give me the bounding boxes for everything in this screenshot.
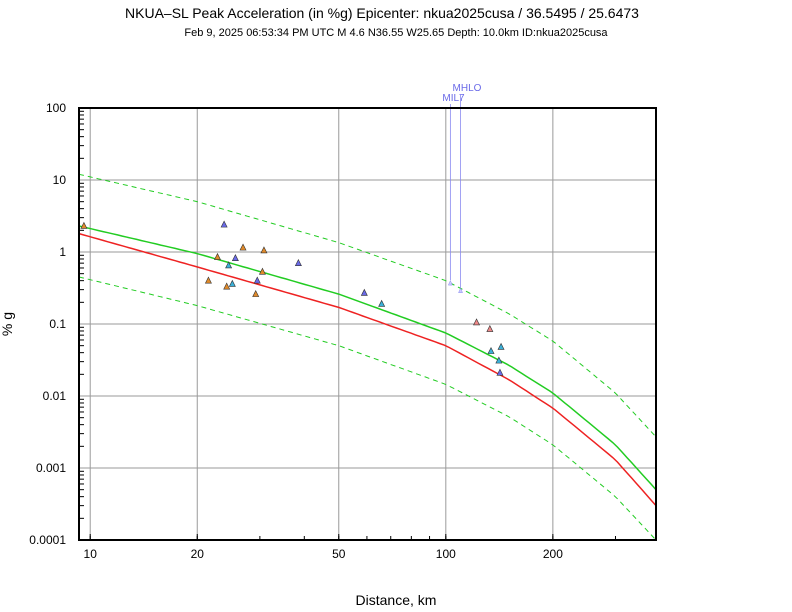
station-point [225, 261, 233, 269]
station-point [220, 220, 228, 228]
x-tick-label: 200 [543, 547, 563, 561]
curve-median-green [78, 225, 657, 491]
station-point [486, 324, 494, 332]
station-point [252, 289, 260, 297]
y-tick-label: 100 [46, 101, 66, 115]
station-point [260, 246, 268, 254]
station-point-labeled [447, 279, 453, 286]
station-point [473, 318, 481, 326]
station-label: MHLO [453, 83, 482, 94]
y-tick-label: 0.0001 [29, 533, 66, 547]
station-point [495, 356, 503, 364]
station-point [294, 258, 302, 266]
curves [78, 173, 657, 541]
station-point [253, 276, 261, 284]
y-axis-label: % g [0, 312, 15, 336]
x-tick-label: 100 [436, 547, 456, 561]
station-point [231, 254, 239, 262]
x-axis-label: Distance, km [356, 592, 437, 608]
y-tick-label: 0.001 [36, 461, 66, 475]
plot-frame [78, 107, 657, 541]
station-point [496, 368, 504, 376]
station-point [80, 221, 88, 229]
y-tick-label: 10 [53, 173, 67, 187]
station-point [497, 342, 505, 350]
station-point [228, 279, 236, 287]
x-tick-label: 10 [84, 547, 98, 561]
station-point-labeled [458, 287, 463, 293]
curve-upper [78, 173, 657, 438]
chart-subtitle: Feb 9, 2025 06:53:34 PM UTC M 4.6 N36.55… [184, 27, 608, 39]
y-tick-label: 0.01 [43, 389, 67, 403]
y-tick-label: 1 [59, 245, 66, 259]
curve-median [78, 232, 657, 507]
curve-lower [78, 276, 657, 541]
station-point [378, 299, 386, 307]
station-point [258, 267, 266, 275]
station-point [487, 346, 495, 354]
x-tick-label: 20 [191, 547, 205, 561]
station-label: MIL7 [442, 93, 465, 104]
y-tick-label: 0.1 [49, 317, 66, 331]
station-point [214, 252, 221, 260]
axis-ticks: 10 20 50 100 200 100 10 1 0.1 0.01 0.001 0.0001 [29, 101, 616, 561]
station-point [239, 243, 247, 251]
x-tick-label: 50 [332, 547, 346, 561]
chart-title: NKUA–SL Peak Acceleration (in %g) Epicen… [125, 5, 639, 21]
station-point [360, 288, 368, 296]
station-point [223, 282, 231, 290]
station-point [204, 276, 212, 284]
data-points [80, 220, 505, 376]
grid [79, 107, 656, 541]
